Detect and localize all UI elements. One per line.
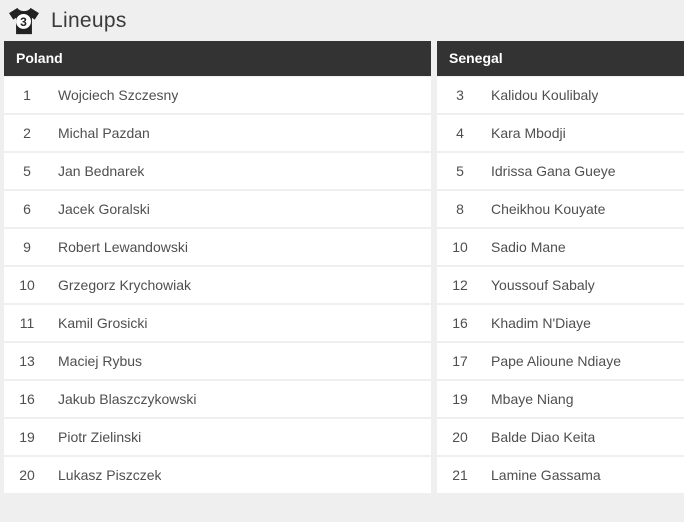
lineup-row[interactable]: 5 Idrissa Gana Gueye [437,153,684,189]
player-name: Jan Bednarek [58,163,145,179]
player-number: 5 [23,163,31,179]
team-name-header: Poland [4,41,431,76]
lineup-row[interactable]: 11 Kamil Grosicki [4,305,431,341]
player-number: 21 [452,467,468,483]
player-name: Jacek Goralski [58,201,150,217]
player-name: Youssouf Sabaly [491,277,595,293]
lineup-row[interactable]: 12 Youssouf Sabaly [437,267,684,303]
lineup-row[interactable]: 1 Wojciech Szczesny [4,77,431,113]
lineup-row[interactable]: 19 Mbaye Niang [437,381,684,417]
lineup-row[interactable]: 16 Khadim N'Diaye [437,305,684,341]
player-name: Jakub Blaszczykowski [58,391,197,407]
player-number: 19 [452,391,468,407]
player-name: Kamil Grosicki [58,315,148,331]
player-number: 2 [23,125,31,141]
lineup-row[interactable]: 19 Piotr Zielinski [4,419,431,455]
team-table-poland: Poland 1 Wojciech Szczesny 2 Michal Pazdan 5… [4,41,431,495]
lineup-row[interactable]: 13 Maciej Rybus [4,343,431,379]
lineup-row[interactable]: 2 Michal Pazdan [4,115,431,151]
lineup-row[interactable]: 9 Robert Lewandowski [4,229,431,265]
player-number: 20 [452,429,468,445]
player-name: Michal Pazdan [58,125,150,141]
player-number: 19 [19,429,35,445]
player-number: 13 [19,353,35,369]
player-list: 3 Kalidou Koulibaly 4 Kara Mbodji 5 Idrissa G… [437,77,684,493]
player-name: Balde Diao Keita [491,429,596,445]
lineup-row[interactable]: 4 Kara Mbodji [437,115,684,151]
player-name: Sadio Mane [491,239,566,255]
player-number: 5 [456,163,464,179]
player-number: 12 [452,277,468,293]
team-name-header: Senegal [437,41,684,76]
player-number: 11 [19,315,35,331]
player-number: 17 [452,353,468,369]
lineup-row[interactable]: 20 Lukasz Piszczek [4,457,431,493]
player-number: 8 [456,201,464,217]
player-name: Pape Alioune Ndiaye [491,353,621,369]
player-name: Lamine Gassama [491,467,601,483]
player-name: Khadim N'Diaye [491,315,591,331]
player-name: Cheikhou Kouyate [491,201,606,217]
jersey-icon: 3 [8,7,40,35]
player-name: Grzegorz Krychowiak [58,277,192,293]
lineup-row[interactable]: 6 Jacek Goralski [4,191,431,227]
player-name: Maciej Rybus [58,353,143,369]
team-table-senegal: Senegal 3 Kalidou Koulibaly 4 Kara Mbodji 5 I… [437,41,684,495]
player-number: 4 [456,125,464,141]
player-list: 1 Wojciech Szczesny 2 Michal Pazdan 5 Jan Bed… [4,77,431,493]
player-name: Piotr Zielinski [58,429,142,445]
lineup-row[interactable]: 20 Balde Diao Keita [437,419,684,455]
player-name: Robert Lewandowski [58,239,188,255]
lineups-header: 3 Lineups [0,0,684,41]
jersey-badge-number: 3 [20,14,27,28]
lineup-row[interactable]: 17 Pape Alioune Ndiaye [437,343,684,379]
lineup-row[interactable]: 10 Sadio Mane [437,229,684,265]
player-number: 10 [19,277,35,293]
player-number: 6 [23,201,31,217]
player-name: Kalidou Koulibaly [491,87,599,103]
lineups-columns: Poland 1 Wojciech Szczesny 2 Michal Pazdan 5… [0,41,684,495]
lineup-row[interactable]: 10 Grzegorz Krychowiak [4,267,431,303]
player-name: Mbaye Niang [491,391,574,407]
player-name: Kara Mbodji [491,125,566,141]
page-title: Lineups [51,8,127,32]
player-number: 16 [452,315,468,331]
player-number: 3 [456,87,464,103]
player-name: Idrissa Gana Gueye [491,163,616,179]
lineup-row[interactable]: 16 Jakub Blaszczykowski [4,381,431,417]
lineup-row[interactable]: 8 Cheikhou Kouyate [437,191,684,227]
player-number: 1 [23,87,31,103]
player-number: 20 [19,467,35,483]
player-name: Wojciech Szczesny [58,87,179,103]
player-number: 9 [23,239,31,255]
player-name: Lukasz Piszczek [58,467,162,483]
lineup-row[interactable]: 5 Jan Bednarek [4,153,431,189]
player-number: 10 [452,239,468,255]
player-number: 16 [19,391,35,407]
lineup-row[interactable]: 3 Kalidou Koulibaly [437,77,684,113]
lineup-row[interactable]: 21 Lamine Gassama [437,457,684,493]
